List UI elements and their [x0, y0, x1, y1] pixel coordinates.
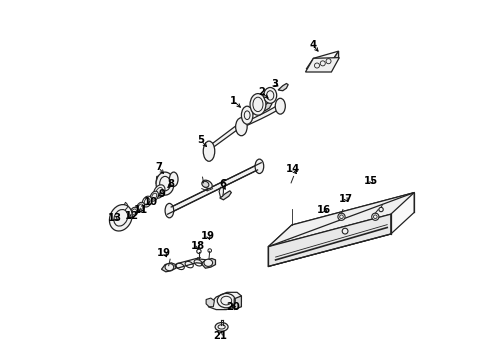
Ellipse shape [204, 259, 213, 266]
Polygon shape [220, 191, 231, 200]
Text: 7: 7 [155, 162, 162, 172]
Ellipse shape [255, 159, 264, 174]
Circle shape [338, 213, 345, 220]
Text: 6: 6 [219, 179, 226, 189]
Polygon shape [278, 84, 288, 91]
Polygon shape [269, 193, 414, 247]
Polygon shape [331, 51, 339, 69]
Text: 4: 4 [309, 40, 316, 50]
Text: 15: 15 [364, 176, 378, 186]
Ellipse shape [170, 172, 178, 186]
Text: 12: 12 [124, 211, 139, 221]
Polygon shape [219, 187, 223, 197]
Text: 13: 13 [108, 213, 122, 223]
Ellipse shape [150, 191, 158, 201]
Polygon shape [262, 102, 272, 111]
Ellipse shape [143, 196, 152, 207]
Polygon shape [306, 51, 339, 69]
Ellipse shape [156, 172, 174, 195]
Text: 11: 11 [134, 204, 148, 215]
Ellipse shape [130, 207, 138, 216]
Ellipse shape [165, 203, 174, 218]
Polygon shape [175, 258, 215, 268]
Polygon shape [269, 214, 391, 266]
Circle shape [372, 213, 379, 220]
Polygon shape [168, 163, 261, 214]
Ellipse shape [203, 141, 215, 161]
Polygon shape [206, 110, 248, 158]
Ellipse shape [109, 204, 132, 231]
Circle shape [379, 207, 383, 212]
Polygon shape [206, 298, 215, 307]
Ellipse shape [250, 94, 266, 115]
Text: 20: 20 [226, 302, 241, 312]
Ellipse shape [215, 323, 228, 331]
Polygon shape [156, 176, 174, 184]
Text: 19: 19 [157, 248, 171, 258]
Ellipse shape [236, 118, 247, 136]
Text: 14: 14 [285, 164, 300, 174]
Ellipse shape [202, 181, 209, 187]
Text: 21: 21 [214, 330, 227, 341]
Ellipse shape [165, 264, 174, 271]
Polygon shape [248, 100, 265, 116]
Ellipse shape [154, 185, 165, 198]
Ellipse shape [137, 202, 145, 212]
Text: 1: 1 [230, 96, 237, 106]
Ellipse shape [275, 98, 285, 114]
Polygon shape [208, 292, 242, 310]
Text: 16: 16 [317, 204, 331, 215]
Text: 17: 17 [339, 194, 353, 204]
Polygon shape [162, 263, 176, 272]
Ellipse shape [202, 180, 212, 188]
Text: 19: 19 [201, 231, 215, 241]
Ellipse shape [264, 87, 277, 103]
Text: 3: 3 [271, 78, 278, 89]
Text: 10: 10 [144, 197, 158, 207]
Text: 2: 2 [258, 87, 265, 97]
Polygon shape [234, 296, 242, 310]
Text: 8: 8 [168, 179, 175, 189]
Text: 9: 9 [158, 189, 165, 199]
Ellipse shape [242, 106, 253, 124]
Circle shape [342, 228, 348, 234]
Text: 5: 5 [197, 135, 205, 145]
Polygon shape [201, 258, 216, 268]
Polygon shape [269, 193, 414, 266]
Polygon shape [240, 104, 280, 131]
Polygon shape [305, 58, 339, 72]
Text: 18: 18 [191, 240, 204, 251]
